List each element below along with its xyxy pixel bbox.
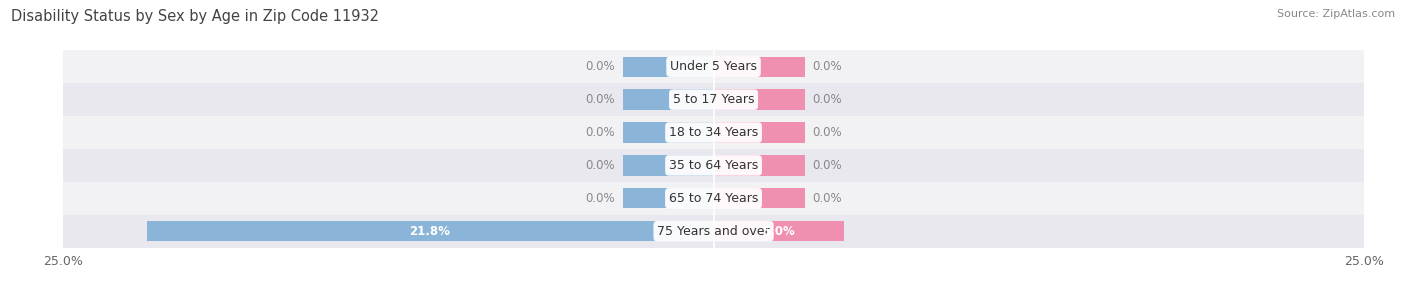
Text: 75 Years and over: 75 Years and over: [657, 225, 770, 238]
Text: 0.0%: 0.0%: [585, 192, 614, 205]
Text: 0.0%: 0.0%: [813, 60, 842, 73]
Bar: [713, 122, 804, 143]
Text: 0.0%: 0.0%: [585, 93, 614, 106]
Text: 5 to 17 Years: 5 to 17 Years: [673, 93, 754, 106]
Text: Source: ZipAtlas.com: Source: ZipAtlas.com: [1277, 9, 1395, 19]
Bar: [713, 155, 804, 176]
Text: 0.0%: 0.0%: [813, 159, 842, 172]
Bar: [623, 57, 713, 77]
Bar: [713, 57, 804, 77]
Text: 18 to 34 Years: 18 to 34 Years: [669, 126, 758, 139]
Text: 0.0%: 0.0%: [585, 126, 614, 139]
Bar: [63, 50, 1364, 83]
Text: 35 to 64 Years: 35 to 64 Years: [669, 159, 758, 172]
Bar: [146, 221, 713, 241]
Text: 21.8%: 21.8%: [409, 225, 450, 238]
Bar: [713, 188, 804, 209]
Text: 0.0%: 0.0%: [813, 192, 842, 205]
Text: 0.0%: 0.0%: [813, 93, 842, 106]
Text: Under 5 Years: Under 5 Years: [671, 60, 756, 73]
Bar: [623, 188, 713, 209]
Bar: [713, 89, 804, 110]
Text: 65 to 74 Years: 65 to 74 Years: [669, 192, 758, 205]
Bar: [63, 116, 1364, 149]
Bar: [63, 182, 1364, 215]
Text: 5.0%: 5.0%: [762, 225, 794, 238]
Text: 0.0%: 0.0%: [813, 126, 842, 139]
Bar: [63, 83, 1364, 116]
Bar: [623, 89, 713, 110]
Bar: [623, 155, 713, 176]
Text: 0.0%: 0.0%: [585, 60, 614, 73]
Text: 0.0%: 0.0%: [585, 159, 614, 172]
Bar: [63, 215, 1364, 248]
Text: Disability Status by Sex by Age in Zip Code 11932: Disability Status by Sex by Age in Zip C…: [11, 9, 380, 24]
Bar: [713, 221, 844, 241]
Bar: [63, 149, 1364, 182]
Bar: [623, 122, 713, 143]
